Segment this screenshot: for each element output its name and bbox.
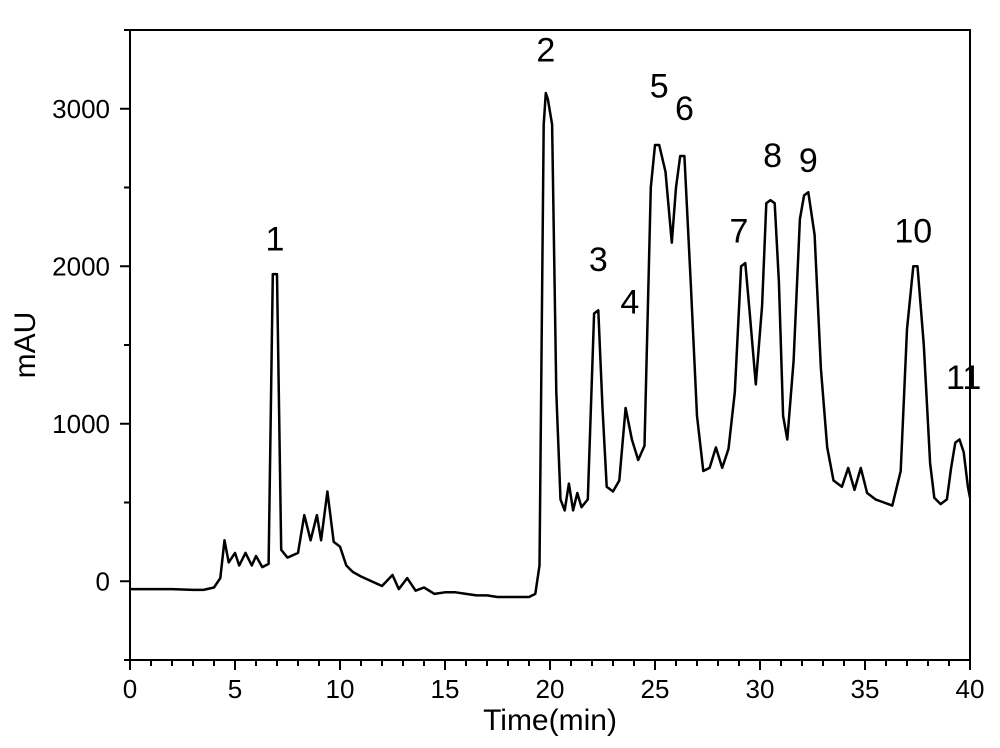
- x-tick-label: 5: [228, 674, 242, 704]
- x-tick-label: 10: [326, 674, 355, 704]
- x-tick-label: 15: [431, 674, 460, 704]
- peak-label: 8: [763, 137, 782, 175]
- x-tick-label: 40: [956, 674, 985, 704]
- plot-frame: [130, 30, 970, 660]
- y-tick-label: 3000: [52, 94, 110, 124]
- peak-label: 4: [620, 284, 639, 322]
- peak-label: 10: [894, 213, 932, 251]
- x-tick-label: 20: [536, 674, 565, 704]
- peak-label: 11: [946, 359, 981, 397]
- peak-label: 3: [589, 241, 608, 279]
- peak-label: 1: [265, 221, 284, 259]
- y-axis-title: mAU: [9, 312, 42, 379]
- peak-label: 9: [799, 142, 818, 180]
- peak-label: 5: [650, 68, 669, 106]
- x-axis-title: Time(min): [483, 704, 617, 737]
- chart-svg: 0510152025303540Time(min)0100020003000mA…: [0, 0, 1000, 748]
- chromatogram-trace: [130, 93, 970, 597]
- peak-label: 7: [730, 213, 749, 251]
- peak-label: 2: [536, 32, 555, 70]
- x-tick-label: 25: [641, 674, 670, 704]
- y-tick-label: 0: [96, 566, 110, 596]
- x-tick-label: 0: [123, 674, 137, 704]
- chromatogram-chart: 0510152025303540Time(min)0100020003000mA…: [0, 0, 1000, 748]
- x-tick-label: 35: [851, 674, 880, 704]
- peak-label: 6: [675, 90, 694, 128]
- y-tick-label: 2000: [52, 251, 110, 281]
- x-tick-label: 30: [746, 674, 775, 704]
- y-tick-label: 1000: [52, 409, 110, 439]
